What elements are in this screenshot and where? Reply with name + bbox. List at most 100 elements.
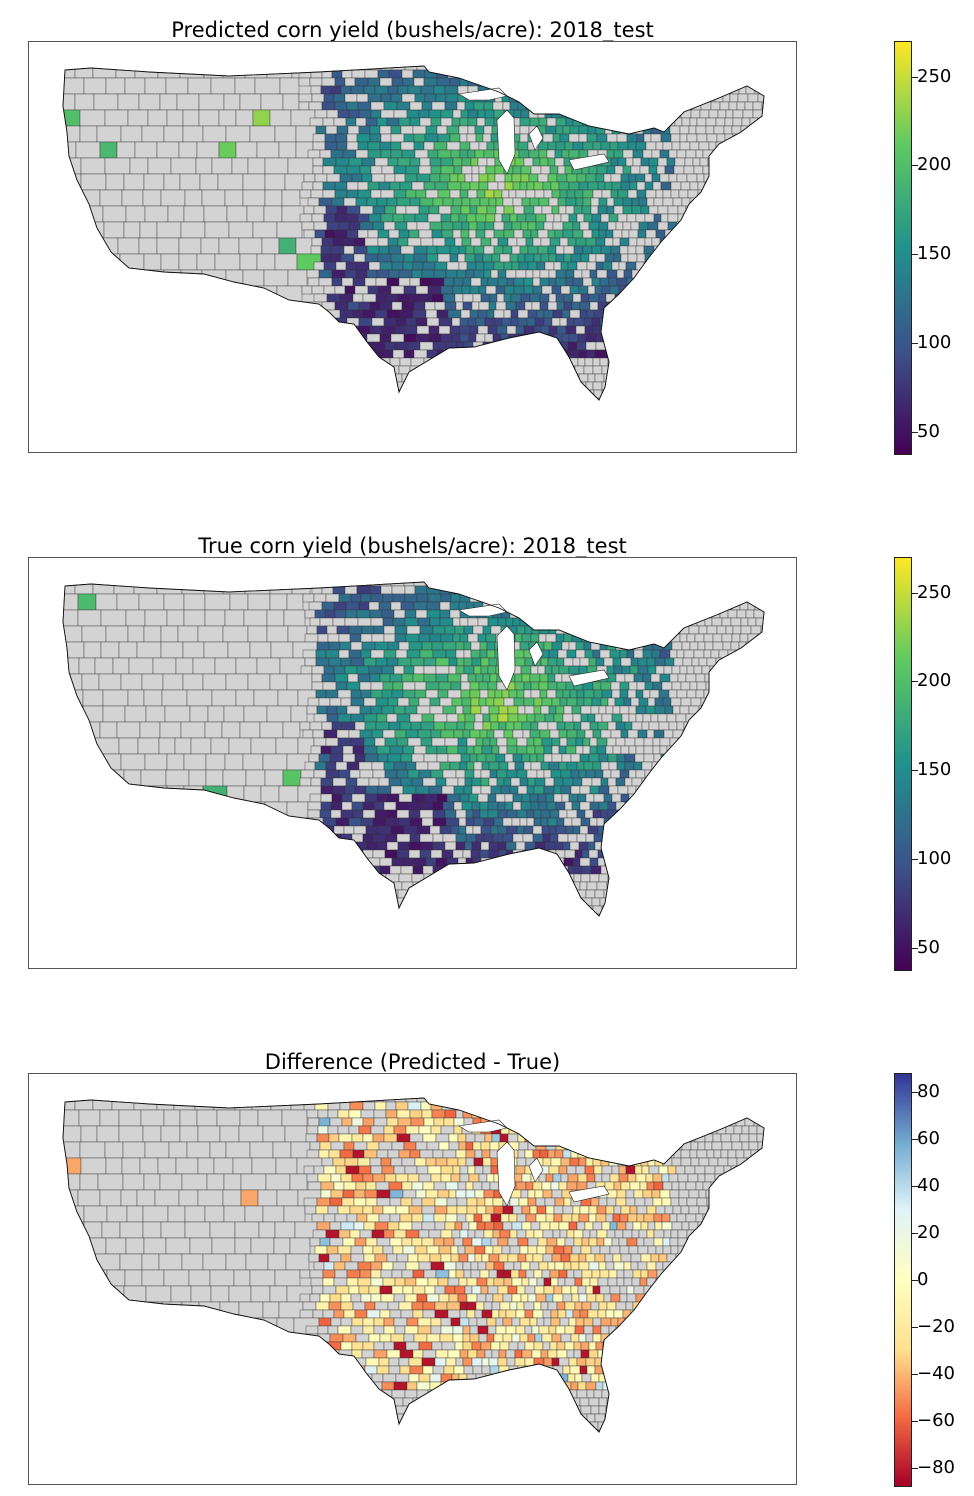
county-cell bbox=[600, 633, 610, 643]
county-cell bbox=[572, 657, 581, 667]
county-cell bbox=[596, 593, 608, 603]
county-cell bbox=[197, 625, 224, 643]
county-cell bbox=[741, 269, 753, 279]
county-cell bbox=[398, 269, 413, 279]
county-cell bbox=[433, 713, 448, 723]
county-cell bbox=[595, 625, 605, 635]
county-cell bbox=[703, 285, 715, 295]
county-cell bbox=[675, 101, 686, 111]
county-cell bbox=[735, 317, 746, 327]
county-cell bbox=[548, 325, 558, 335]
county-cell bbox=[757, 713, 764, 723]
county-cell bbox=[79, 753, 98, 771]
county-cell bbox=[720, 873, 732, 883]
county-cell bbox=[742, 713, 752, 723]
county-cell bbox=[459, 325, 471, 335]
county-cell bbox=[102, 705, 126, 723]
county-cell bbox=[566, 101, 576, 111]
county-cell bbox=[657, 817, 669, 827]
county-cell bbox=[452, 617, 461, 627]
county-cell bbox=[573, 269, 583, 279]
county-cell bbox=[462, 293, 474, 303]
county-cell bbox=[122, 801, 141, 819]
county-cell bbox=[614, 841, 626, 851]
county-cell bbox=[758, 817, 764, 827]
county-cell bbox=[555, 93, 564, 103]
county-cell bbox=[506, 745, 518, 755]
county-cell bbox=[465, 245, 475, 255]
county-cell bbox=[615, 221, 624, 231]
county-cell bbox=[697, 641, 706, 651]
county-cell bbox=[709, 85, 720, 95]
county-cell bbox=[503, 309, 512, 319]
colorbar-tick bbox=[912, 431, 918, 433]
county-cell bbox=[507, 705, 519, 715]
county-cell bbox=[693, 165, 704, 175]
county-cell bbox=[579, 825, 589, 835]
county-cell bbox=[688, 705, 700, 715]
county-cell bbox=[370, 689, 383, 699]
county-cell bbox=[326, 173, 341, 183]
county-cell bbox=[158, 737, 176, 755]
county-cell bbox=[460, 309, 471, 319]
county-cell bbox=[350, 85, 365, 95]
county-cell bbox=[361, 625, 375, 635]
county-cell bbox=[683, 649, 695, 659]
county-cell bbox=[614, 325, 624, 335]
county-cell bbox=[506, 277, 515, 287]
county-cell bbox=[719, 165, 729, 175]
county-cell bbox=[464, 101, 475, 111]
county-cell bbox=[635, 689, 644, 699]
county-cell bbox=[389, 881, 403, 891]
county-cell bbox=[492, 373, 504, 383]
county-cell bbox=[635, 389, 644, 399]
county-cell bbox=[748, 397, 758, 400]
county-cell bbox=[456, 269, 467, 279]
county-cell bbox=[611, 69, 620, 79]
county-cell bbox=[472, 809, 481, 819]
county-cell bbox=[539, 729, 551, 739]
county-cell bbox=[119, 865, 137, 883]
county-cell bbox=[595, 125, 606, 135]
county-cell bbox=[666, 865, 675, 875]
county-cell bbox=[346, 373, 358, 383]
county-cell bbox=[82, 849, 102, 867]
county-cell bbox=[292, 865, 315, 883]
county-cell bbox=[513, 389, 522, 399]
county-cell bbox=[357, 617, 372, 627]
county-cell bbox=[282, 93, 300, 111]
county-cell bbox=[407, 406, 418, 414]
county-cell bbox=[661, 609, 673, 619]
county-cell bbox=[703, 406, 711, 414]
county-cell bbox=[554, 149, 563, 159]
county-cell bbox=[746, 673, 755, 683]
county-cell bbox=[746, 777, 756, 787]
county-cell bbox=[573, 317, 585, 327]
county-cell bbox=[649, 309, 660, 319]
county-cell bbox=[478, 173, 489, 183]
county-cell bbox=[705, 922, 714, 930]
county-cell bbox=[734, 729, 743, 739]
county-cell bbox=[699, 849, 708, 859]
county-cell bbox=[350, 897, 362, 907]
county-cell bbox=[740, 753, 750, 763]
county-cell bbox=[444, 365, 456, 375]
county-cell bbox=[641, 77, 650, 87]
county-cell bbox=[654, 406, 662, 414]
county-cell bbox=[489, 769, 498, 779]
county-cell bbox=[412, 673, 425, 683]
county-cell bbox=[543, 785, 555, 795]
county-cell bbox=[519, 817, 528, 827]
county-cell bbox=[647, 325, 659, 335]
county-cell bbox=[366, 197, 378, 207]
county-cell bbox=[550, 357, 562, 367]
county-cell bbox=[685, 817, 697, 827]
county-cell bbox=[712, 913, 721, 916]
county-cell bbox=[715, 77, 724, 87]
county-cell bbox=[414, 149, 429, 159]
county-cell bbox=[404, 609, 417, 619]
county-cell bbox=[543, 881, 555, 891]
county-cell bbox=[607, 849, 616, 859]
county-cell bbox=[518, 66, 530, 71]
county-cell bbox=[676, 149, 687, 159]
